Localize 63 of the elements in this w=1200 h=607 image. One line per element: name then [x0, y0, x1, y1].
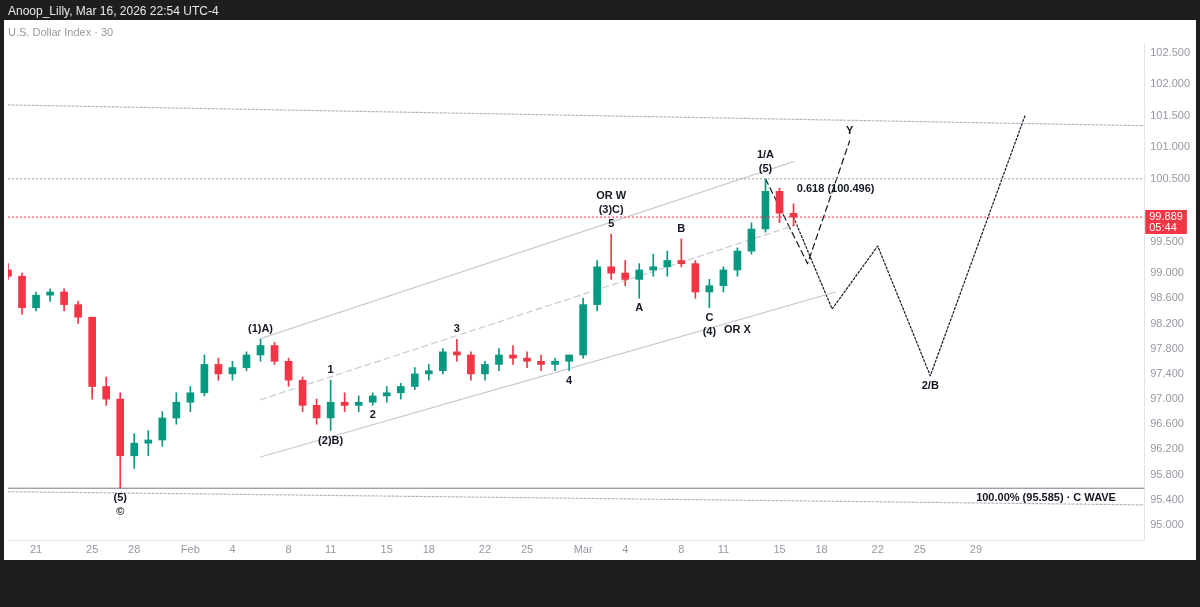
annotation: (5)	[113, 491, 128, 504]
annotation: 2	[369, 408, 376, 421]
annotation: (1)A)	[247, 322, 274, 335]
y-tick-label: 98.600	[1150, 291, 1184, 304]
y-tick-label: 97.000	[1150, 392, 1184, 405]
y-tick-label: 96.600	[1150, 417, 1184, 430]
y-tick-label: 101.000	[1150, 140, 1190, 153]
chart-title: U.S. Dollar Index · 30	[8, 25, 114, 38]
x-tick-label: 21	[29, 543, 43, 556]
annotation: Y	[845, 123, 854, 136]
x-tick-label: 8	[678, 543, 685, 556]
annotation: 1/A	[756, 147, 775, 160]
x-tick-label: 4	[229, 543, 236, 556]
y-tick-label: 100.500	[1150, 171, 1190, 184]
y-tick-label: 98.200	[1150, 316, 1184, 329]
x-tick-label: 25	[86, 543, 99, 556]
annotation: 4	[566, 373, 574, 386]
annotation: 5	[608, 217, 615, 230]
text: Anoop_Lilly, Mar 16, 2026 22:54 UTC-4	[8, 3, 219, 19]
annotation: (4)	[702, 324, 717, 337]
y-tick-label: 101.500	[1150, 108, 1190, 121]
annotation: A	[635, 301, 644, 314]
y-tick-label: 102.000	[1150, 77, 1190, 90]
x-tick-label: 28	[128, 543, 141, 556]
y-tick-label: 95.400	[1150, 492, 1184, 505]
annotation: ©	[116, 505, 125, 518]
annotation: 2/B	[921, 378, 939, 391]
x-tick-label: 15	[773, 543, 786, 556]
x-tick-label: Mar	[573, 543, 593, 556]
x-tick-label: 25	[913, 543, 926, 556]
x-tick-label: 22	[871, 543, 884, 556]
ref-line-label: 99.889	[1149, 210, 1183, 223]
annotation: (3)C)	[598, 203, 625, 216]
annotation: OR X	[723, 323, 752, 336]
y-tick-label: 97.400	[1150, 366, 1184, 379]
y-tick-label: 99.500	[1150, 234, 1184, 247]
x-tick-label: 15	[380, 543, 393, 556]
annotation: (5)	[758, 161, 773, 174]
annotation: 3	[453, 322, 460, 335]
y-tick-label: 96.200	[1150, 442, 1184, 455]
x-tick-label: 18	[815, 543, 828, 556]
annotation: 0.618 (100.496)	[796, 181, 875, 194]
y-tick-label: 95.800	[1150, 467, 1184, 480]
annotation: OR W	[596, 189, 627, 202]
annotation: 100.00% (95.585) · C WAVE	[976, 491, 1116, 504]
text: 05:44	[1149, 221, 1177, 234]
y-tick-label: 99.000	[1150, 266, 1184, 279]
x-tick-label: 4	[622, 543, 629, 556]
x-tick-label: 22	[478, 543, 492, 556]
x-tick-label: Feb	[180, 543, 200, 556]
y-tick-label: 95.000	[1150, 518, 1184, 531]
y-tick-label: 102.500	[1150, 45, 1190, 58]
annotation: B	[677, 222, 686, 235]
x-tick-label: 29	[969, 543, 983, 556]
y-tick-label: 97.800	[1150, 341, 1184, 354]
x-tick-label: 11	[324, 543, 337, 556]
x-tick-label: 25	[520, 543, 534, 556]
x-tick-label: 11	[717, 543, 730, 556]
annotation: C	[705, 310, 714, 323]
x-tick-label: 8	[285, 543, 292, 556]
annotation: (2)B)	[318, 433, 344, 446]
x-tick-label: 18	[422, 543, 435, 556]
annotation: 1	[327, 363, 334, 376]
